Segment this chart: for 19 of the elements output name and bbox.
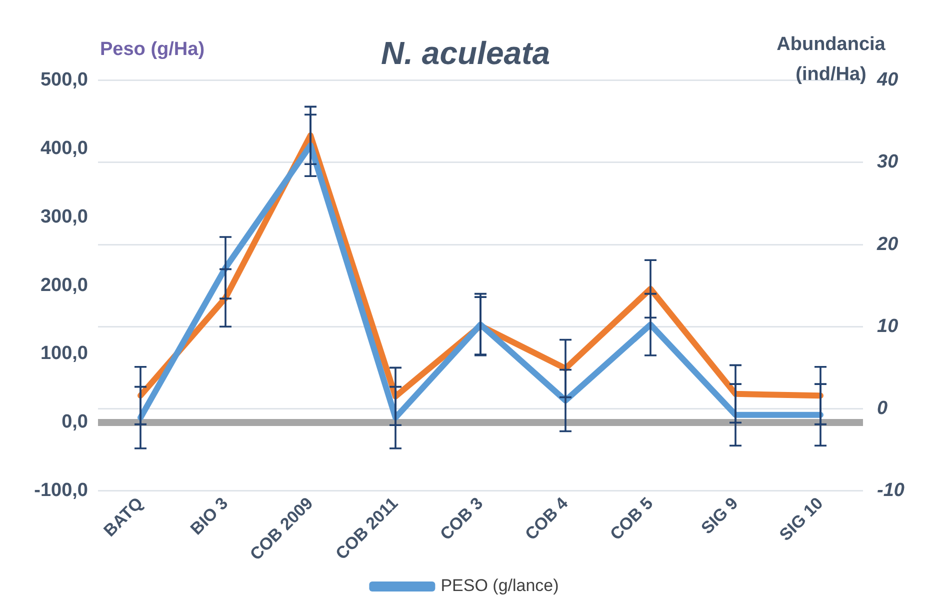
legend-label: PESO (g/lance) xyxy=(440,576,559,596)
y-tick-label: 0,0 xyxy=(62,412,88,433)
y2-tick-label: 20 xyxy=(876,234,899,255)
y-tick-label: 500,0 xyxy=(40,70,88,91)
y2-tick-label: 40 xyxy=(876,70,899,91)
y-tick-label: 100,0 xyxy=(40,343,88,364)
y-tick-label: 300,0 xyxy=(40,206,88,228)
y2-tick-label: 0 xyxy=(877,398,888,419)
y-tick-label: -100,0 xyxy=(34,480,88,502)
y-tick-label: 200,0 xyxy=(40,274,88,296)
y-tick-label: 400,0 xyxy=(40,138,88,160)
y-axis-title: Peso (g/Ha) xyxy=(100,39,205,60)
x-tick-label: BIO 3 xyxy=(186,494,232,539)
y2-tick-label: 10 xyxy=(877,316,899,337)
y2-tick-label: -10 xyxy=(877,480,905,502)
y2-tick-label: 30 xyxy=(877,152,899,173)
x-tick-label: SIG 10 xyxy=(776,494,827,545)
x-tick-label: SIG 9 xyxy=(697,494,742,538)
chart-title: N. aculeata xyxy=(381,35,550,72)
